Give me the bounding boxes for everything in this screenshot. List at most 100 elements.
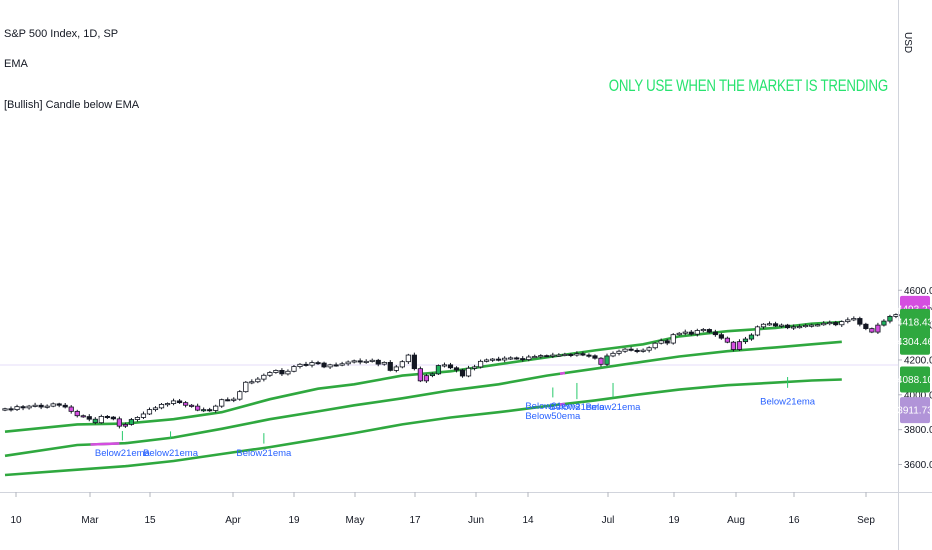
candle[interactable] — [213, 404, 219, 413]
candle[interactable] — [375, 358, 381, 367]
candle[interactable] — [682, 329, 688, 336]
candle[interactable] — [201, 407, 207, 413]
candle[interactable] — [429, 372, 436, 378]
candle[interactable] — [604, 353, 610, 367]
candle[interactable] — [646, 346, 652, 353]
candle[interactable] — [110, 416, 116, 421]
candle[interactable] — [399, 360, 405, 369]
candle[interactable] — [237, 390, 243, 401]
candle[interactable] — [104, 415, 110, 420]
candle[interactable] — [772, 321, 779, 328]
candle[interactable] — [20, 405, 26, 411]
candle[interactable] — [8, 406, 14, 412]
candle[interactable] — [694, 328, 700, 337]
candle[interactable] — [490, 358, 496, 362]
candle[interactable] — [351, 359, 357, 364]
candle[interactable] — [712, 329, 718, 337]
candle[interactable] — [550, 352, 556, 359]
candle[interactable] — [182, 401, 189, 408]
candle[interactable] — [845, 317, 851, 324]
candle[interactable] — [339, 361, 345, 367]
candle[interactable] — [279, 368, 285, 376]
candle[interactable] — [128, 417, 135, 426]
candle[interactable] — [381, 361, 387, 366]
candle[interactable] — [754, 325, 761, 337]
candle[interactable] — [411, 352, 417, 371]
candle[interactable] — [538, 354, 544, 359]
candle[interactable] — [496, 356, 502, 362]
candle[interactable] — [423, 373, 430, 383]
candle[interactable] — [189, 404, 195, 408]
candle[interactable] — [863, 322, 869, 331]
candle[interactable] — [670, 333, 676, 345]
candle[interactable] — [255, 377, 261, 384]
candle[interactable] — [568, 353, 574, 358]
ema-legend[interactable]: EMA — [4, 58, 28, 70]
candle[interactable] — [658, 338, 664, 345]
candle[interactable] — [249, 379, 255, 385]
candle[interactable] — [333, 362, 339, 367]
candle[interactable] — [688, 329, 694, 336]
candle[interactable] — [839, 320, 845, 328]
candle[interactable] — [327, 363, 333, 370]
candle[interactable] — [441, 362, 448, 368]
candle[interactable] — [574, 351, 580, 357]
candle[interactable] — [267, 371, 273, 378]
candle[interactable] — [134, 416, 141, 422]
candle[interactable] — [176, 398, 183, 404]
candle[interactable] — [243, 381, 249, 393]
time-axis[interactable]: 10 Mar 15 Apr 19 May 17 Jun 14 Jul 19 Aug 16 Sep — [10, 492, 875, 526]
candle[interactable] — [652, 342, 658, 350]
candle[interactable] — [875, 322, 881, 334]
candle[interactable] — [556, 353, 562, 357]
candle[interactable] — [869, 327, 875, 334]
candle[interactable] — [435, 364, 442, 375]
candle[interactable] — [140, 411, 147, 420]
candle[interactable] — [146, 407, 153, 416]
candle[interactable] — [857, 316, 863, 327]
candle[interactable] — [170, 398, 177, 406]
candle[interactable] — [345, 360, 351, 366]
candle[interactable] — [724, 336, 731, 344]
candle[interactable] — [676, 332, 682, 336]
candle[interactable] — [815, 323, 821, 327]
candle[interactable] — [465, 365, 472, 378]
candle[interactable] — [363, 359, 369, 364]
candle[interactable] — [62, 402, 68, 409]
candle[interactable] — [706, 328, 712, 334]
candle[interactable] — [38, 403, 44, 410]
candle[interactable] — [514, 356, 520, 360]
candle[interactable] — [592, 354, 598, 360]
candle[interactable] — [14, 404, 20, 412]
candle[interactable] — [98, 414, 104, 424]
candle[interactable] — [291, 365, 297, 373]
candle[interactable] — [261, 373, 267, 382]
candle[interactable] — [195, 403, 201, 412]
candle[interactable] — [32, 402, 38, 408]
candle[interactable] — [231, 397, 237, 403]
candle[interactable] — [833, 320, 839, 327]
candle[interactable] — [742, 336, 749, 344]
candle[interactable] — [785, 323, 791, 330]
candle[interactable] — [520, 356, 526, 362]
candle[interactable] — [50, 402, 56, 408]
candle[interactable] — [851, 316, 857, 322]
candle[interactable] — [766, 321, 773, 326]
candle[interactable] — [26, 404, 32, 410]
candle[interactable] — [309, 360, 315, 368]
candle[interactable] — [122, 422, 128, 428]
candle[interactable] — [622, 347, 628, 353]
candle[interactable] — [477, 359, 484, 369]
candle[interactable] — [80, 414, 86, 418]
candle[interactable] — [207, 407, 213, 412]
candle[interactable] — [718, 332, 724, 340]
candle[interactable] — [56, 402, 62, 408]
candle[interactable] — [92, 417, 98, 425]
candle[interactable] — [700, 328, 706, 333]
candle[interactable] — [285, 369, 291, 376]
candle[interactable] — [502, 356, 508, 363]
candle[interactable] — [562, 352, 568, 357]
candle[interactable] — [809, 323, 815, 328]
candle[interactable] — [881, 319, 887, 327]
